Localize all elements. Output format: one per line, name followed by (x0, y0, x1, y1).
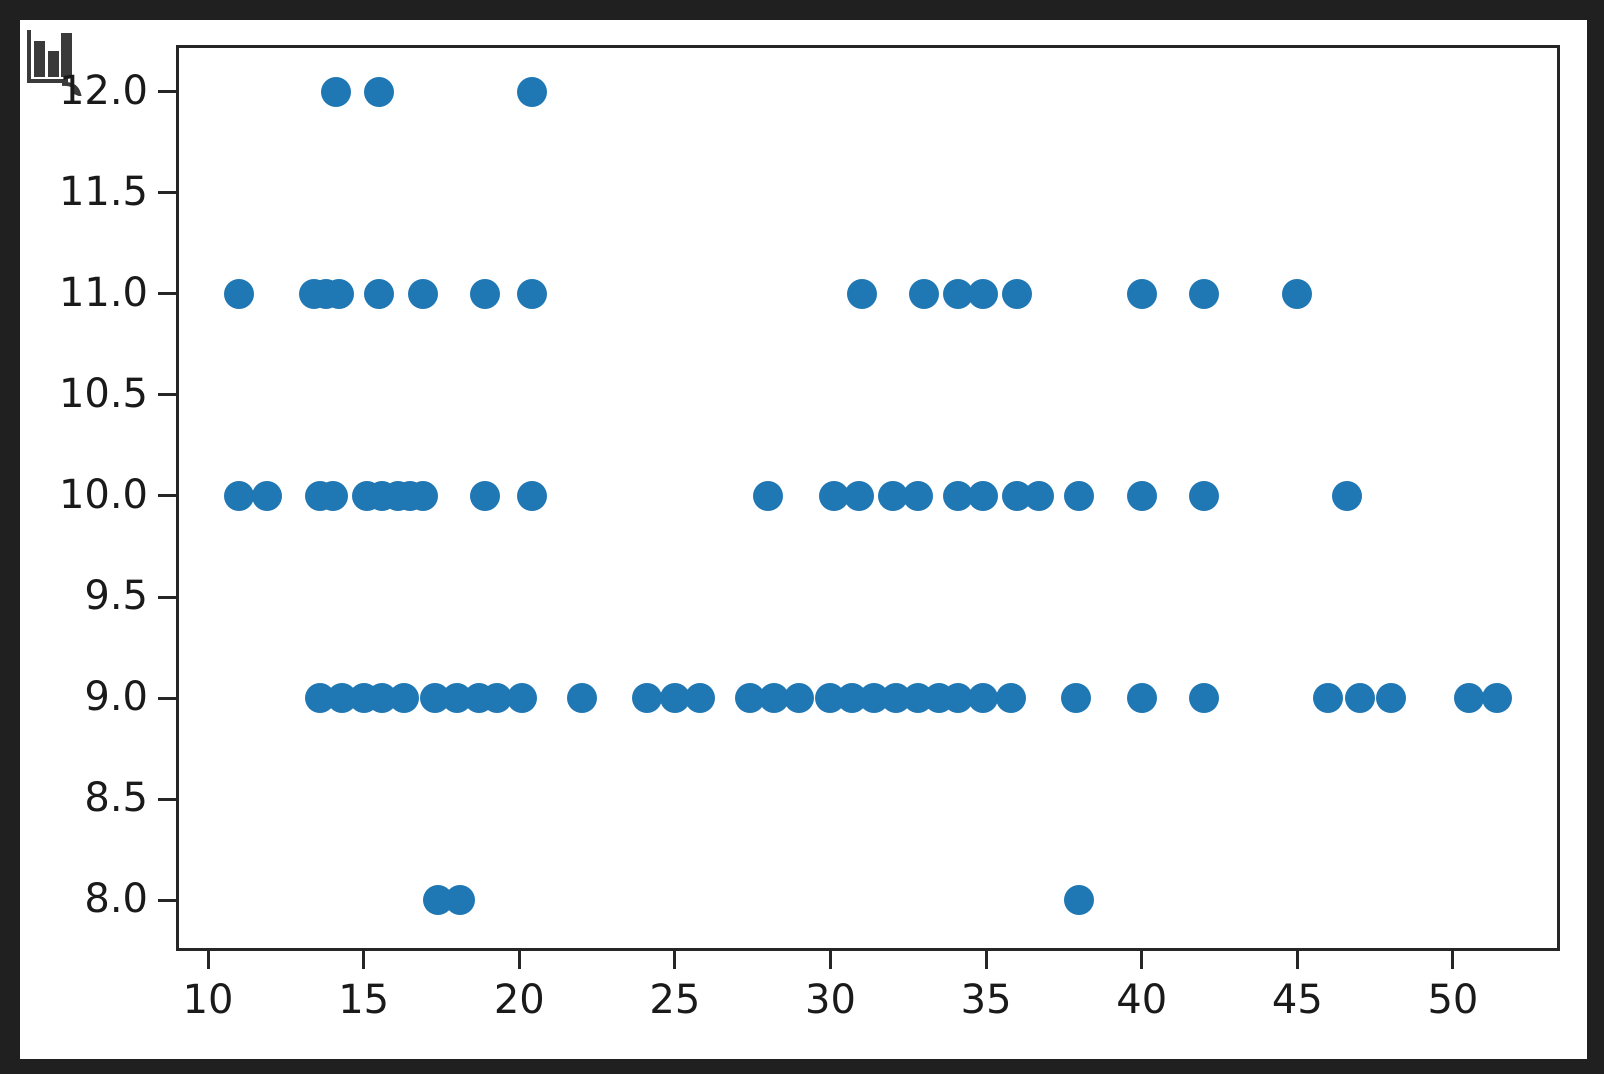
data-point (252, 480, 283, 511)
y-tick-label: 10.5 (58, 370, 148, 417)
y-axis-tick (158, 696, 176, 700)
data-point (470, 480, 501, 511)
data-point (1188, 683, 1219, 714)
data-point (224, 278, 255, 309)
data-point (1002, 278, 1033, 309)
y-axis-tick (158, 797, 176, 801)
data-point (908, 278, 939, 309)
data-point (1188, 278, 1219, 309)
data-point (516, 76, 547, 107)
y-tick-label: 11.0 (58, 269, 148, 316)
data-point (1126, 480, 1157, 511)
data-point (516, 278, 547, 309)
x-tick-label: 35 (960, 977, 1012, 1023)
data-point (1481, 683, 1512, 714)
data-point (364, 76, 395, 107)
data-point (317, 480, 348, 511)
x-tick-label: 40 (1116, 977, 1168, 1023)
y-axis-tick (158, 595, 176, 599)
y-tick-label: 11.5 (58, 168, 148, 215)
data-point (784, 683, 815, 714)
x-axis-tick (1451, 951, 1455, 969)
data-point (1064, 480, 1095, 511)
y-tick-label: 8.0 (84, 876, 148, 923)
data-point (1313, 683, 1344, 714)
data-point (516, 480, 547, 511)
y-axis-tick (158, 494, 176, 498)
data-point (407, 278, 438, 309)
bar-chart-icon (27, 30, 82, 96)
data-point (1453, 683, 1484, 714)
data-point (1332, 480, 1363, 511)
data-point (967, 278, 998, 309)
data-point (1188, 480, 1219, 511)
x-axis-tick (1140, 951, 1144, 969)
data-point (1126, 683, 1157, 714)
data-point (1282, 278, 1313, 309)
data-point (320, 76, 351, 107)
y-axis-tick (158, 191, 176, 195)
x-tick-label: 20 (493, 977, 545, 1023)
x-tick-label: 15 (338, 977, 390, 1023)
data-point (753, 480, 784, 511)
data-point (407, 480, 438, 511)
y-tick-label: 8.5 (84, 775, 148, 822)
data-point (846, 278, 877, 309)
data-point (364, 278, 395, 309)
data-point (445, 885, 476, 916)
data-point (1061, 683, 1092, 714)
x-tick-label: 45 (1271, 977, 1323, 1023)
x-tick-label: 10 (182, 977, 234, 1023)
data-point (967, 683, 998, 714)
x-axis-tick (984, 951, 988, 969)
x-axis-tick (828, 951, 832, 969)
data-point (507, 683, 538, 714)
plot-area: 10 15 20 25 30 35 40 45 50 8.0 8.5 9.0 9.5 10.0 10.5 11… (59, 45, 1560, 1023)
x-axis-tick (1295, 951, 1299, 969)
x-axis-tick (673, 951, 677, 969)
x-axis-tick (517, 951, 521, 969)
data-point (967, 480, 998, 511)
data-point (843, 480, 874, 511)
data-point (902, 480, 933, 511)
data-point (470, 278, 501, 309)
x-tick-label: 25 (649, 977, 701, 1023)
x-tick-label: 30 (805, 977, 856, 1023)
data-point (566, 683, 597, 714)
y-tick-label: 9.0 (84, 674, 148, 721)
data-point (684, 683, 715, 714)
x-tick-label: 50 (1427, 977, 1479, 1023)
y-axis-tick (158, 292, 176, 296)
data-point (996, 683, 1026, 714)
data-point (224, 480, 255, 511)
data-point (1024, 480, 1055, 511)
y-tick-label: 9.5 (84, 573, 148, 620)
data-point (1064, 885, 1095, 916)
data-point (389, 683, 420, 714)
data-point (1344, 683, 1375, 714)
x-axis-tick (206, 951, 210, 969)
data-point (1375, 683, 1406, 714)
y-axis-tick (158, 90, 176, 93)
y-tick-label: 12.0 (58, 67, 148, 114)
x-axis-tick (362, 951, 366, 969)
data-point (323, 278, 354, 309)
y-tick-label: 10.0 (58, 472, 148, 519)
y-axis-tick (158, 393, 176, 397)
data-point (1126, 278, 1157, 309)
data-point (631, 683, 662, 714)
y-axis-tick (158, 898, 176, 902)
